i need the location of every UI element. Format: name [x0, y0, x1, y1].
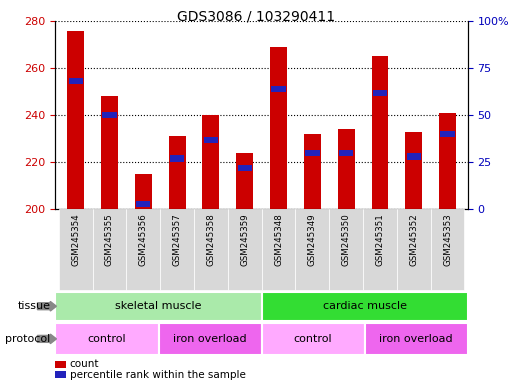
Bar [55, 371, 66, 378]
Text: GSM245353: GSM245353 [443, 214, 452, 266]
Text: iron overload: iron overload [380, 334, 453, 344]
Bar [55, 292, 262, 321]
Bar [101, 96, 118, 209]
Bar [135, 174, 152, 209]
Text: GSM245348: GSM245348 [274, 214, 283, 266]
Text: GSM245357: GSM245357 [172, 214, 182, 266]
Bar [194, 209, 228, 290]
Bar [397, 209, 431, 290]
Text: GSM245355: GSM245355 [105, 214, 114, 266]
Text: percentile rank within the sample: percentile rank within the sample [70, 370, 246, 380]
Text: count: count [70, 359, 100, 369]
Bar [236, 153, 253, 209]
Bar [407, 154, 421, 160]
Bar [92, 209, 126, 290]
Bar [67, 31, 84, 209]
Text: GSM245358: GSM245358 [206, 214, 215, 266]
Bar [136, 200, 150, 207]
Bar [405, 132, 422, 209]
Bar [439, 113, 456, 209]
Bar [204, 137, 218, 143]
Text: GSM245350: GSM245350 [342, 214, 351, 266]
Bar [69, 78, 83, 84]
Bar [55, 323, 159, 355]
Text: skeletal muscle: skeletal muscle [115, 301, 202, 311]
Bar [304, 134, 321, 209]
Bar [431, 209, 464, 290]
Bar [203, 115, 220, 209]
Bar [271, 86, 286, 92]
Text: GSM245354: GSM245354 [71, 214, 80, 266]
Bar [270, 47, 287, 209]
Bar [169, 136, 186, 209]
Text: GSM245349: GSM245349 [308, 214, 317, 266]
Bar [102, 112, 116, 118]
Bar [126, 209, 160, 290]
Bar [363, 209, 397, 290]
Bar [338, 129, 354, 209]
Text: control: control [88, 334, 126, 344]
Bar [262, 209, 295, 290]
Bar [170, 156, 184, 162]
Bar [365, 323, 468, 355]
Text: control: control [294, 334, 332, 344]
Bar [160, 209, 194, 290]
Bar [440, 131, 455, 137]
Bar [305, 150, 320, 156]
Text: GSM245356: GSM245356 [139, 214, 148, 266]
Bar [295, 209, 329, 290]
Bar [329, 209, 363, 290]
Text: protocol: protocol [5, 334, 50, 344]
Bar [55, 361, 66, 367]
Text: iron overload: iron overload [173, 334, 247, 344]
Bar [238, 165, 252, 171]
Text: GSM245359: GSM245359 [240, 214, 249, 266]
Bar [59, 209, 92, 290]
Text: GDS3086 / 103290411: GDS3086 / 103290411 [177, 10, 336, 23]
Text: cardiac muscle: cardiac muscle [323, 301, 407, 311]
Bar [373, 89, 387, 96]
Bar [262, 323, 365, 355]
Bar [262, 292, 468, 321]
Bar [371, 56, 388, 209]
Text: GSM245352: GSM245352 [409, 214, 418, 266]
Bar [159, 323, 262, 355]
Text: GSM245351: GSM245351 [376, 214, 384, 266]
Bar [339, 150, 353, 156]
Text: tissue: tissue [17, 301, 50, 311]
Bar [228, 209, 262, 290]
